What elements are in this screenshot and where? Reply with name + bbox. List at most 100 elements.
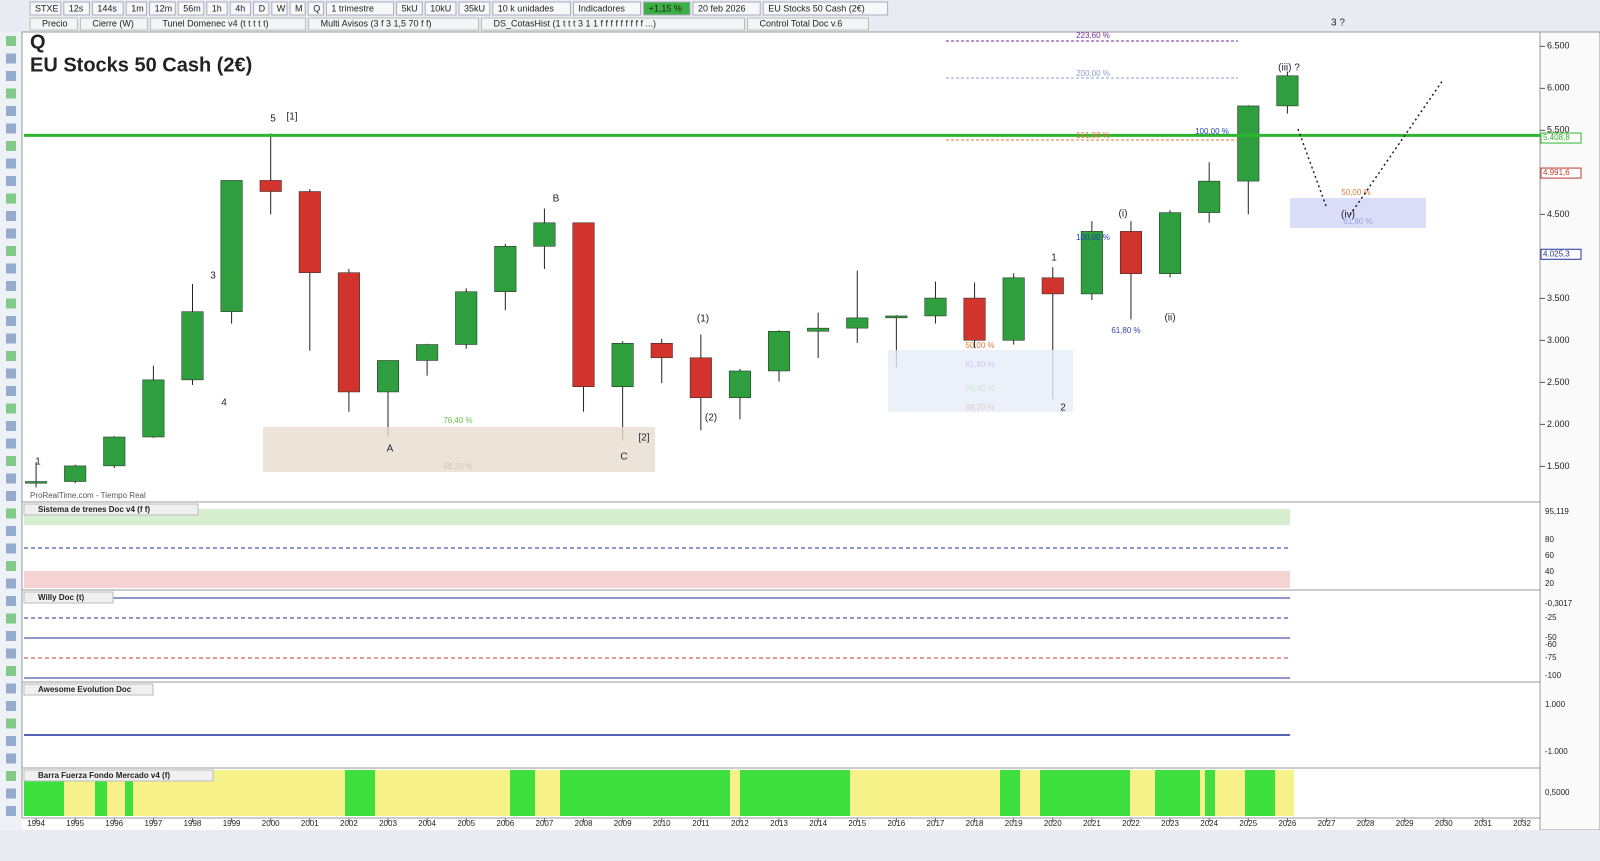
candle-body	[728, 370, 751, 399]
candle-body	[377, 360, 400, 393]
toolbar-button[interactable]	[125, 1, 148, 16]
indicator-tab[interactable]	[481, 17, 745, 31]
toolbar-button[interactable]	[271, 1, 288, 16]
indicator-tab[interactable]	[308, 17, 479, 31]
x-tick-label: 2029	[1396, 819, 1414, 828]
wave-label: 1	[35, 457, 41, 468]
tool-icon[interactable]	[6, 753, 16, 764]
tool-icon[interactable]	[6, 543, 16, 554]
bar-segment	[1000, 770, 1020, 816]
indicator-tab[interactable]	[29, 17, 78, 31]
tool-icon[interactable]	[6, 88, 16, 99]
tool-icon[interactable]	[6, 491, 16, 501]
x-tick-label: 2021	[1083, 819, 1101, 828]
toolbar-label: EU Stocks 50 Cash (2€)	[768, 3, 865, 13]
toolbar-button[interactable]	[458, 1, 491, 16]
tool-icon[interactable]	[6, 578, 16, 589]
tool-icon[interactable]	[6, 53, 16, 64]
candle-body	[455, 291, 478, 345]
tool-icon[interactable]	[6, 246, 16, 256]
tool-icon[interactable]	[6, 631, 16, 641]
toolbar-button[interactable]	[325, 1, 395, 16]
toolbar-button[interactable]	[177, 1, 205, 16]
toolbar-button[interactable]	[572, 1, 642, 16]
toolbar-button[interactable]	[91, 1, 124, 16]
toolbar-button[interactable]	[424, 1, 457, 16]
indicator-tab[interactable]	[149, 17, 307, 31]
tool-icon[interactable]	[6, 386, 16, 396]
wave-label: B	[553, 194, 560, 205]
toolbar-button[interactable]	[63, 1, 90, 16]
tool-icon[interactable]	[6, 193, 16, 204]
toolbar-label: 12s	[69, 3, 84, 13]
bar-segment	[740, 770, 850, 816]
x-tick-label: 2019	[1005, 819, 1023, 828]
tool-icon[interactable]	[6, 683, 16, 694]
toolbar-button[interactable]	[492, 1, 571, 16]
tool-icon[interactable]	[6, 736, 16, 746]
x-tick-label: 2005	[457, 819, 475, 828]
tool-icon[interactable]	[6, 263, 16, 274]
tool-icon[interactable]	[6, 508, 16, 519]
tool-icon[interactable]	[6, 806, 16, 816]
candle-body	[846, 317, 869, 329]
panel-title-bg	[23, 503, 199, 516]
tool-icon[interactable]	[6, 613, 16, 624]
tool-icon[interactable]	[6, 403, 16, 414]
indicator-tab[interactable]	[79, 17, 148, 31]
tool-icon[interactable]	[6, 158, 16, 169]
panel-title-bg	[23, 683, 154, 696]
tool-icon[interactable]	[6, 316, 16, 326]
candle-body	[768, 330, 791, 372]
tool-icon[interactable]	[6, 368, 16, 379]
toolbar-button[interactable]	[643, 1, 691, 16]
candle-body	[1119, 231, 1142, 274]
tool-icon[interactable]	[6, 141, 16, 151]
toolbar-button[interactable]	[762, 1, 889, 16]
toolbar-button[interactable]	[307, 1, 324, 16]
tool-icon[interactable]	[6, 561, 16, 571]
tool-icon[interactable]	[6, 298, 16, 309]
fib-label: 200,00 %	[1076, 69, 1110, 78]
tool-icon[interactable]	[6, 788, 16, 799]
tool-icon[interactable]	[6, 456, 16, 466]
x-tick-label: 2031	[1474, 819, 1492, 828]
tool-icon[interactable]	[6, 176, 16, 186]
toolbar-button[interactable]	[206, 1, 228, 16]
toolbar-label: M	[295, 3, 303, 13]
tool-icon[interactable]	[6, 123, 16, 134]
toolbar-button[interactable]	[692, 1, 761, 16]
tool-icon[interactable]	[6, 281, 16, 291]
indicator-panel	[21, 589, 1541, 683]
tool-icon[interactable]	[6, 666, 16, 676]
tool-icon[interactable]	[6, 701, 16, 711]
tool-icon[interactable]	[6, 211, 16, 221]
indicator-tab[interactable]	[747, 17, 869, 31]
tool-icon[interactable]	[6, 648, 16, 659]
tool-icon[interactable]	[6, 771, 16, 781]
tool-icon[interactable]	[6, 36, 16, 46]
tool-icon[interactable]	[6, 596, 16, 606]
x-tick-label: 2013	[770, 819, 788, 828]
toolbar-button[interactable]	[229, 1, 252, 16]
tool-icon[interactable]	[6, 473, 16, 484]
wave-label: 2	[1060, 403, 1066, 414]
toolbar-button[interactable]	[29, 1, 62, 16]
toolbar-button[interactable]	[149, 1, 176, 16]
wave-label: [1]	[286, 112, 297, 123]
toolbar-button[interactable]	[253, 1, 270, 16]
tool-icon[interactable]	[6, 351, 16, 361]
x-tick-label: 2004	[418, 819, 436, 828]
tool-icon[interactable]	[6, 333, 16, 344]
x-tick-label: 2010	[653, 819, 671, 828]
tool-icon[interactable]	[6, 228, 16, 239]
tool-icon[interactable]	[6, 718, 16, 729]
tool-icon[interactable]	[6, 106, 16, 116]
tool-icon[interactable]	[6, 421, 16, 431]
tool-icon[interactable]	[6, 526, 16, 536]
toolbar-button[interactable]	[396, 1, 423, 16]
toolbar-button[interactable]	[289, 1, 306, 16]
tool-icon[interactable]	[6, 438, 16, 449]
tool-icon[interactable]	[6, 71, 16, 81]
